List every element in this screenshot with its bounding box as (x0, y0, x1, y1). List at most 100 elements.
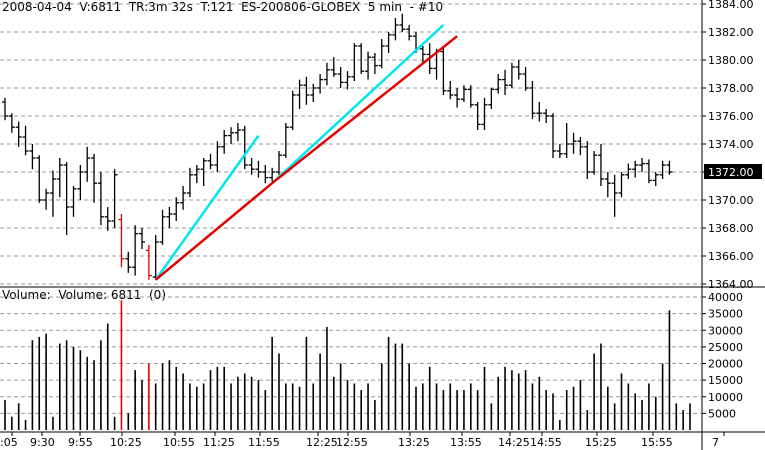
price-bar (228, 127, 235, 144)
price-bar (296, 79, 303, 109)
price-bar (276, 151, 282, 175)
price-bar (200, 158, 207, 186)
price-bar (440, 46, 447, 95)
price-tick-label: 1374.00 (708, 138, 754, 151)
price-bar (508, 62, 515, 88)
price-bar (310, 83, 317, 102)
price-tick-label: 1368.00 (708, 222, 754, 235)
price-bar (36, 155, 43, 203)
price-tick-label: 1382.00 (708, 26, 754, 39)
price-bar (515, 60, 522, 80)
price-bar (543, 109, 550, 123)
price-bar (645, 159, 652, 184)
time-tick-label: 7 (712, 436, 719, 449)
time-tick-label: 10:55 (163, 436, 195, 449)
price-bar (125, 251, 132, 273)
time-tick-label: :05 (0, 436, 18, 449)
volume-change: (0) (149, 288, 166, 302)
price-bar (337, 67, 344, 88)
price-bar (282, 123, 289, 158)
trendline-cyan (154, 134, 260, 281)
price-bar (474, 102, 481, 130)
price-bar (371, 53, 378, 74)
price-bar (97, 172, 104, 226)
price-bar (495, 74, 502, 94)
header-date: 2008-04-04 (2, 0, 72, 14)
price-bar (406, 25, 413, 41)
price-bar (269, 167, 276, 182)
price-bar (584, 141, 591, 179)
volume-tick-label: 15000 (708, 374, 743, 387)
volume-tick-label: 40000 (708, 291, 743, 304)
price-bar (221, 130, 228, 154)
price-bar (392, 18, 399, 41)
price-bar (597, 144, 604, 186)
price-bar (591, 151, 598, 175)
price-bar (84, 146, 91, 182)
price-bar (323, 62, 330, 86)
price-bar (63, 162, 70, 235)
volume-tick-label: 25000 (708, 341, 743, 354)
time-tick-label: 15:55 (641, 436, 673, 449)
price-bar (529, 81, 536, 119)
time-tick-label: 12:55 (336, 436, 368, 449)
price-bar (570, 132, 577, 154)
time-tick-label: 9:55 (68, 436, 93, 449)
price-bar (611, 174, 618, 217)
volume-tick-label: 10000 (708, 391, 743, 404)
time-tick-label: 14:55 (530, 436, 562, 449)
price-bar (419, 46, 426, 63)
time-tick-label: 9:30 (30, 436, 55, 449)
time-tick-label: 15:25 (585, 436, 617, 449)
price-bar (502, 69, 509, 95)
price-bar (577, 137, 584, 156)
price-tick-label: 1366.00 (708, 250, 754, 263)
price-bar (351, 43, 358, 81)
time-tick-label: 11:55 (248, 436, 280, 449)
time-tick-label: 13:25 (398, 436, 430, 449)
price-bar (488, 88, 495, 109)
price-bar (104, 207, 111, 231)
price-tick-label: 1380.00 (708, 54, 754, 67)
chart-header: 2008-04-04 V:6811 TR:3m 32s T:121 ES-200… (2, 0, 443, 14)
price-bar (536, 102, 543, 122)
price-bar (467, 85, 474, 108)
price-bar (378, 39, 385, 69)
price-bar (111, 169, 118, 228)
price-bar (262, 165, 269, 184)
volume-label: Volume: (2, 288, 51, 302)
price-bar (159, 209, 166, 245)
volume-title: Volume: 6811 (58, 288, 142, 302)
volume-header: Volume: Volume: 6811 (0) (2, 288, 166, 302)
volume-tick-label: 20000 (708, 358, 743, 371)
price-bar (522, 67, 529, 91)
price-bar (358, 43, 365, 74)
volume-tick-label: 5000 (708, 407, 736, 420)
price-bar (186, 167, 193, 198)
price-bar (255, 160, 262, 178)
price-bar (481, 97, 488, 130)
price-bar (241, 125, 248, 170)
price-tick-label: 1376.00 (708, 110, 754, 123)
trendline-red (271, 35, 458, 185)
price-bar (365, 51, 372, 80)
last-price-label: 1372.00 (708, 166, 754, 179)
trendline-red (154, 182, 273, 281)
price-bar (460, 85, 467, 102)
price-bar (632, 160, 639, 178)
price-bar (8, 113, 15, 133)
volume-tick-label: 35000 (708, 308, 743, 321)
header-volume: V:6811 (79, 0, 122, 14)
price-bar (56, 158, 63, 198)
price-tick-label: 1378.00 (708, 82, 754, 95)
price-bar (15, 121, 22, 147)
price-tick-label: 1364.00 (708, 278, 754, 291)
price-bar (139, 228, 145, 249)
price-bar (385, 32, 392, 53)
price-bar (344, 71, 351, 90)
price-bar (303, 76, 310, 105)
price-bar (29, 144, 36, 170)
price-bar (173, 197, 180, 221)
price-bar (399, 13, 406, 32)
